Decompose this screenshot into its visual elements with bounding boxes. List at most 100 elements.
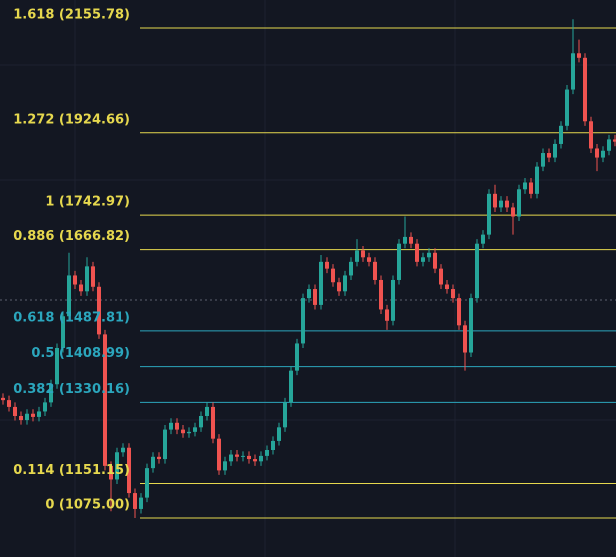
- candle-body: [595, 148, 599, 158]
- candle-body: [223, 461, 227, 471]
- candle-body: [247, 455, 251, 460]
- candle-body: [373, 261, 377, 280]
- candle-body: [391, 279, 395, 321]
- candle-body: [565, 89, 569, 126]
- candle-body: [13, 406, 17, 416]
- candle-body: [379, 279, 383, 310]
- candle-body: [91, 266, 95, 287]
- candle-body: [73, 275, 77, 285]
- candle-body: [553, 143, 557, 158]
- candle-body: [409, 236, 413, 244]
- fib-level-label: 1.272 (1924.66): [13, 112, 130, 127]
- candle-body: [97, 286, 101, 335]
- candle-body: [319, 261, 323, 305]
- candle-body: [499, 200, 503, 208]
- candle-body: [475, 243, 479, 299]
- candle-body: [241, 455, 245, 457]
- candle-body: [193, 427, 197, 432]
- candle-body: [253, 459, 257, 462]
- candle-body: [271, 440, 275, 450]
- candle-body: [529, 182, 533, 194]
- candle-body: [463, 325, 467, 353]
- candle-body: [559, 125, 563, 144]
- candle-body: [445, 284, 449, 290]
- candle-body: [331, 268, 335, 283]
- candle-body: [175, 422, 179, 430]
- candle-body: [367, 257, 371, 262]
- candle-body: [31, 413, 35, 417]
- candle-body: [169, 422, 173, 430]
- candle-body: [163, 429, 167, 460]
- candle-body: [7, 400, 11, 407]
- candle-body: [301, 298, 305, 344]
- candle-body: [583, 57, 587, 122]
- candle-body: [43, 402, 47, 412]
- candle-body: [601, 150, 605, 158]
- fib-labels: 1.618 (2155.78) 1.272 (1924.66) 1 (1742.97…: [13, 7, 130, 512]
- candle-body: [457, 298, 461, 326]
- fib-level-label: 0.382 (1330.16): [13, 382, 130, 397]
- candle-body: [523, 182, 527, 190]
- candle-body: [535, 166, 539, 194]
- candle-body: [349, 261, 353, 276]
- candle-body: [25, 413, 29, 421]
- candle-body: [19, 415, 23, 421]
- fib-level-label: 0.886 (1666.82): [13, 229, 130, 244]
- candle-body: [211, 406, 215, 439]
- fib-level-label: 1.618 (2155.78): [13, 7, 130, 22]
- candle-body: [139, 497, 143, 509]
- candle-body: [541, 153, 545, 167]
- candle-body: [265, 449, 269, 456]
- candle-body: [157, 456, 161, 460]
- candle-body: [133, 493, 137, 509]
- candle-body: [337, 282, 341, 292]
- candle-body: [151, 456, 155, 469]
- candle-body: [493, 193, 497, 208]
- candle-body: [571, 53, 575, 90]
- candle-body: [115, 452, 119, 480]
- candle-body: [79, 284, 83, 292]
- candle-body: [187, 431, 191, 434]
- candle-body: [343, 275, 347, 292]
- candle-body: [295, 343, 299, 371]
- candle-body: [307, 289, 311, 299]
- candle-body: [127, 447, 131, 494]
- candle-body: [85, 266, 89, 292]
- candle-body: [67, 275, 71, 317]
- fib-levels: [140, 27, 616, 519]
- fib-level-label: 0.5 (1408.99): [31, 346, 130, 361]
- fib-level-label: 1 (1742.97): [45, 195, 130, 210]
- candle-body: [283, 402, 287, 428]
- candle-body: [1, 397, 5, 401]
- candle-body: [397, 243, 401, 280]
- candle-body: [49, 384, 53, 403]
- candle-body: [199, 415, 203, 428]
- candle-body: [613, 139, 616, 142]
- candle-body: [121, 447, 125, 453]
- candle-body: [361, 250, 365, 258]
- candle-body: [37, 411, 41, 417]
- candle-body: [61, 316, 65, 348]
- candle-body: [439, 268, 443, 285]
- candle-body: [55, 347, 59, 385]
- candles: [1, 19, 616, 519]
- candle-body: [427, 252, 431, 258]
- candle-body: [469, 298, 473, 353]
- candle-body: [355, 250, 359, 262]
- candle-body: [385, 309, 389, 321]
- candle-body: [217, 438, 221, 471]
- candle-body: [277, 427, 281, 441]
- candle-body: [517, 189, 521, 217]
- candle-body: [547, 153, 551, 158]
- candle-body: [325, 261, 329, 269]
- candle-body: [229, 454, 233, 462]
- fib-level-label: 0.114 (1151.15): [13, 463, 130, 478]
- candle-body: [235, 454, 239, 457]
- candle-body: [415, 243, 419, 262]
- candle-body: [403, 236, 407, 244]
- fib-level-label: 0.618 (1487.81): [13, 310, 130, 325]
